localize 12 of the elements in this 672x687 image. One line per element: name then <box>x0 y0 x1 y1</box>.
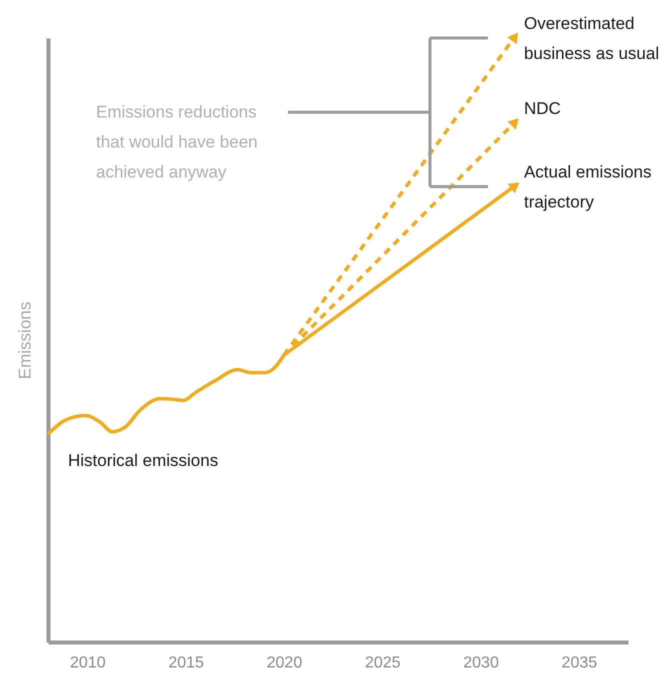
x-tick-label: 2020 <box>266 654 302 672</box>
y-axis-title: Emissions <box>16 302 34 380</box>
x-tick-label: 2030 <box>463 654 499 672</box>
series-label: Actual emissions trajectory <box>524 162 652 212</box>
x-tick-label: 2025 <box>364 654 401 672</box>
x-tick-label: 2035 <box>562 654 598 672</box>
series-label: Overestimated business as usual <box>524 14 660 63</box>
series-label: Historical emissions <box>68 451 218 470</box>
x-tick-label: 2015 <box>168 654 204 672</box>
series-label: NDC <box>524 99 561 118</box>
annotation: Emissions reductions that would have been achieved anyway <box>96 102 258 182</box>
x-tick-label: 2010 <box>70 654 106 672</box>
